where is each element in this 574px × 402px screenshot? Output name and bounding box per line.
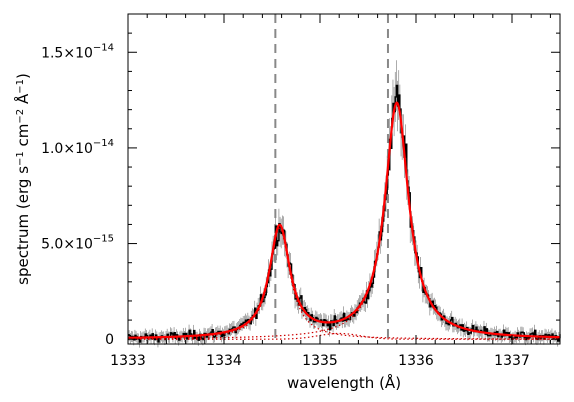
y-axis-label-suffix: )	[14, 73, 32, 79]
y-tick-label: 1.0×10−14	[41, 138, 114, 157]
reference-lines	[274, 14, 389, 344]
y-tick-mantissa: 1.5×10	[41, 45, 93, 61]
y-tick-exponent: −14	[93, 138, 114, 149]
y-tick-mantissa: 1.0×10	[41, 141, 93, 157]
x-axis-ticks: 1333 1334 1335 1336 1337	[110, 14, 551, 369]
fit-component-lines	[128, 103, 561, 340]
x-axis-label: wavelength (Å)	[287, 373, 401, 392]
x-tick-label: 1335	[302, 353, 338, 369]
y-axis-label-mid2: Å	[13, 93, 32, 109]
y-axis-label-mid1: cm	[14, 124, 32, 152]
x-tick-label: 1333	[110, 353, 146, 369]
fit-component-2	[128, 103, 561, 340]
total-fit-line	[127, 101, 561, 339]
y-tick-mantissa: 5.0×10	[41, 237, 93, 253]
fit-component-1	[128, 227, 560, 340]
y-tick-label: 5.0×10−15	[41, 234, 114, 253]
y-axis-label: spectrum (erg s−1 cm−2 Å−1)	[13, 73, 32, 285]
x-tick-label: 1337	[494, 353, 530, 369]
y-tick-label: 1.5×10−14	[41, 42, 114, 61]
x-tick-label: 1334	[206, 353, 242, 369]
y-tick-label: 0	[105, 332, 114, 348]
y-axis-ticks: 05.0×10−151.0×10−141.5×10−14	[41, 32, 560, 348]
fit-component-secondary	[128, 332, 560, 340]
y-tick-exponent: −15	[93, 234, 114, 245]
y-tick-exponent: −14	[93, 42, 114, 53]
y-axis-label-exp1: −1	[15, 151, 26, 166]
x-tick-label: 1336	[398, 353, 434, 369]
y-axis-label-prefix: spectrum (erg s	[14, 166, 32, 285]
y-axis-label-exp2: −2	[15, 109, 26, 124]
y-tick-mantissa: 0	[105, 332, 114, 348]
plot-frame	[127, 13, 561, 345]
y-axis-label-exp3: −1	[15, 79, 26, 94]
